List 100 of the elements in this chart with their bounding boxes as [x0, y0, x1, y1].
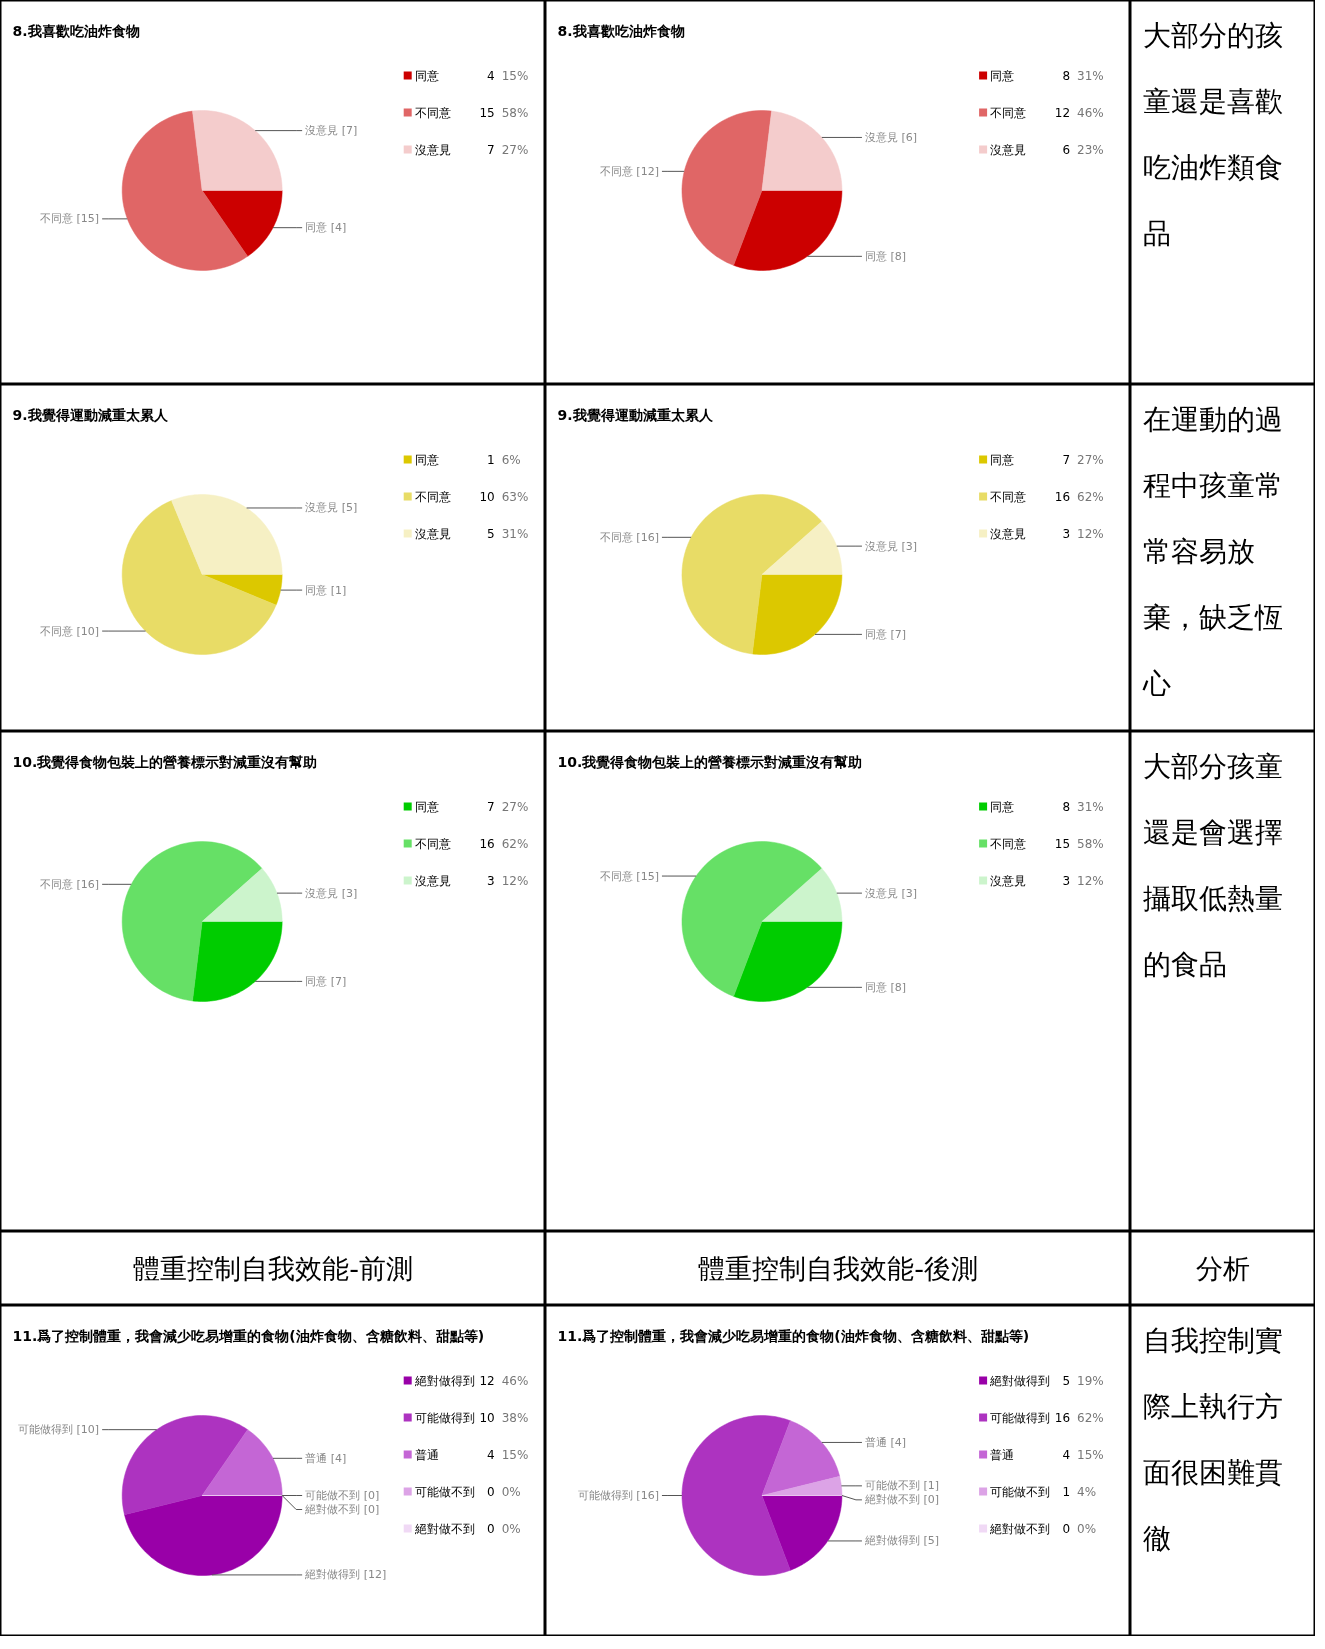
legend-label: 沒意見: [414, 526, 451, 541]
data-label: 沒意見 [3]: [864, 539, 918, 553]
data-label: 不同意 [16]: [599, 530, 659, 544]
legend-label: 同意: [990, 68, 1015, 83]
text: 38%: [501, 1410, 529, 1425]
text: 62%: [1077, 489, 1104, 504]
legend-label: 可能做得到: [990, 1410, 1051, 1425]
text: 1: [487, 453, 495, 467]
chart-title: 10.我覺得食物包裝上的營養標示對減重沒有幫助: [557, 753, 863, 770]
legend-label: 絕對做得到: [989, 1373, 1051, 1388]
text: 0: [1062, 1522, 1071, 1536]
chart-title: 11.爲了控制體重，我會減少吃易增重的食物(油炸食物、含糖飲料、甜點等): [557, 1327, 1030, 1344]
data-label: 沒意見 [6]: [864, 130, 918, 144]
text: 3: [487, 874, 495, 888]
legend-label: 同意: [990, 799, 1015, 814]
data-label: 可能做得到 [10]: [18, 1423, 100, 1437]
legend-label: 同意: [414, 799, 439, 814]
chart-title: 11.爲了控制體重，我會減少吃易增重的食物(油炸食物、含糖飲料、甜點等): [12, 1327, 485, 1344]
data-label: 沒意見 [5]: [305, 501, 358, 515]
data-label: 同意 [4]: [305, 221, 347, 235]
text: 12%: [501, 873, 529, 888]
legend-label: 同意: [414, 452, 439, 467]
data-label: 同意 [7]: [305, 974, 347, 988]
text: 0%: [1077, 1521, 1097, 1536]
text: 1: [1062, 1485, 1071, 1499]
data-label: 沒意見 [7]: [305, 124, 358, 138]
data-label: 絕對做得到 [12]: [304, 1568, 387, 1582]
legend-label: 不同意: [990, 836, 1027, 851]
legend-label: 不同意: [414, 836, 451, 851]
text: 8: [1062, 800, 1071, 814]
legend-label: 絕對做得到: [413, 1373, 475, 1388]
text: 4: [1062, 1448, 1071, 1462]
legend-label: 可能做不到: [414, 1484, 475, 1499]
text: 大部分孩童還是會選擇攝取低熱量的食品: [1142, 750, 1283, 981]
data-label: 不同意 [10]: [40, 624, 100, 638]
data-label: 同意 [7]: [864, 627, 907, 641]
data-label: 同意 [1]: [305, 583, 347, 597]
legend-label: 沒意見: [414, 142, 451, 157]
text: 絕對做不到 [0]: [305, 1503, 380, 1516]
text: 19%: [1077, 1373, 1104, 1388]
text: 62%: [1077, 1410, 1104, 1425]
legend-label: 同意: [414, 68, 439, 83]
text: 15: [479, 106, 495, 120]
text: 10: [479, 1411, 495, 1425]
data-label: 同意 [8]: [864, 249, 907, 263]
text: 4: [487, 1448, 495, 1462]
text: 23%: [1077, 142, 1104, 157]
chart-title: 8.我喜歡吃油炸食物: [557, 22, 685, 39]
legend-label: 同意: [990, 452, 1015, 467]
text: 12%: [1077, 873, 1104, 888]
legend-label: 不同意: [990, 489, 1027, 504]
text: 5: [1062, 1374, 1071, 1388]
legend-label: 不同意: [414, 105, 451, 120]
data-label: 同意 [8]: [864, 980, 907, 994]
text: 4: [487, 69, 495, 83]
text: 27%: [501, 142, 529, 157]
data-label: 不同意 [16]: [40, 877, 100, 891]
chart-title: 9.我覺得運動減重太累人: [12, 406, 169, 423]
text: 大部分的孩童還是喜歡吃油炸類食品: [1142, 19, 1283, 250]
legend-label: 沒意見: [990, 142, 1027, 157]
text: 27%: [501, 799, 529, 814]
legend-label: 絕對做不到: [413, 1521, 475, 1536]
legend-label: 沒意見: [990, 873, 1027, 888]
text: 15%: [501, 68, 529, 83]
text: 5: [487, 527, 495, 541]
text: 分析: [1196, 1253, 1250, 1284]
text: 可能做不到 [0]: [305, 1489, 380, 1502]
text: 16: [479, 837, 495, 851]
data-label: 可能做不到 [1]: [864, 1479, 940, 1493]
data-label: 不同意 [15]: [40, 212, 100, 226]
legend-label: 不同意: [990, 105, 1027, 120]
chart-title: 10.我覺得食物包裝上的營養標示對減重沒有幫助: [12, 753, 318, 770]
text: 在運動的過程中孩童常常容易放棄，缺乏恆心: [1141, 403, 1283, 700]
legend-label: 沒意見: [414, 873, 451, 888]
text: 58%: [501, 105, 529, 120]
chart-title: 8.我喜歡吃油炸食物: [12, 22, 140, 39]
text: 12: [479, 1374, 495, 1388]
text: 63%: [501, 489, 529, 504]
text: 6: [1062, 143, 1071, 157]
text: 46%: [501, 1373, 529, 1388]
text: 7: [487, 143, 495, 157]
data-label: 沒意見 [3]: [305, 886, 358, 900]
text: 15%: [1077, 1447, 1104, 1462]
data-label: 絕對做得到 [5]: [863, 1534, 940, 1548]
text: 15%: [501, 1447, 529, 1462]
text: 27%: [1077, 452, 1104, 467]
text: 58%: [1077, 836, 1104, 851]
data-label: 不同意 [15]: [599, 869, 659, 883]
data-label: 可能做得到 [16]: [577, 1489, 659, 1502]
text: 體重控制自我效能-前測: [133, 1253, 413, 1284]
text: 3: [1062, 527, 1071, 541]
data-label: 普通 [4]: [305, 1451, 347, 1465]
text: 16: [1054, 1411, 1071, 1425]
text: 12: [1054, 106, 1071, 120]
text: 0%: [501, 1521, 521, 1536]
text: 46%: [1077, 105, 1104, 120]
text: 10: [479, 490, 495, 504]
text: 自我控制實際上執行方面很困難貫徹: [1142, 1324, 1283, 1555]
text: 15: [1054, 837, 1071, 851]
legend-label: 普通: [990, 1447, 1015, 1462]
